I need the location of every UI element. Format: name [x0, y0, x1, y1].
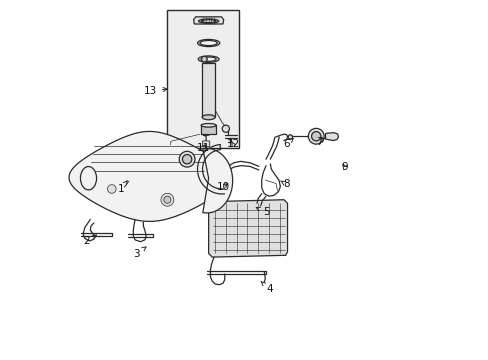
FancyBboxPatch shape: [167, 10, 239, 148]
Circle shape: [179, 151, 195, 167]
Polygon shape: [203, 148, 232, 213]
Polygon shape: [208, 200, 287, 257]
Text: 6: 6: [283, 138, 293, 149]
Ellipse shape: [80, 167, 96, 190]
Text: 10: 10: [216, 182, 229, 192]
Text: 4: 4: [261, 282, 272, 294]
Text: 7: 7: [315, 138, 325, 147]
Circle shape: [308, 129, 324, 144]
Text: 1: 1: [117, 181, 127, 194]
Circle shape: [182, 154, 191, 164]
Circle shape: [287, 135, 292, 139]
Ellipse shape: [201, 123, 216, 127]
Polygon shape: [201, 125, 216, 134]
Ellipse shape: [201, 20, 215, 23]
Text: 8: 8: [280, 179, 289, 189]
Circle shape: [107, 185, 116, 193]
Text: 3: 3: [133, 247, 146, 258]
Polygon shape: [325, 133, 338, 140]
Text: 9: 9: [341, 162, 347, 172]
Text: 2: 2: [83, 235, 96, 246]
Text: 11: 11: [196, 143, 209, 153]
Ellipse shape: [200, 41, 217, 45]
Circle shape: [222, 125, 229, 132]
Circle shape: [163, 196, 171, 203]
Polygon shape: [69, 131, 229, 221]
FancyBboxPatch shape: [202, 141, 209, 147]
Text: 5: 5: [256, 207, 269, 217]
Text: 12: 12: [226, 139, 239, 149]
Circle shape: [201, 56, 207, 62]
Ellipse shape: [201, 57, 216, 61]
Ellipse shape: [197, 40, 219, 46]
Circle shape: [161, 193, 174, 206]
Ellipse shape: [198, 56, 219, 62]
Circle shape: [311, 132, 320, 141]
Polygon shape: [202, 63, 215, 117]
Polygon shape: [193, 17, 223, 24]
Ellipse shape: [198, 19, 218, 23]
Text: 13: 13: [143, 86, 167, 96]
Ellipse shape: [202, 115, 215, 120]
